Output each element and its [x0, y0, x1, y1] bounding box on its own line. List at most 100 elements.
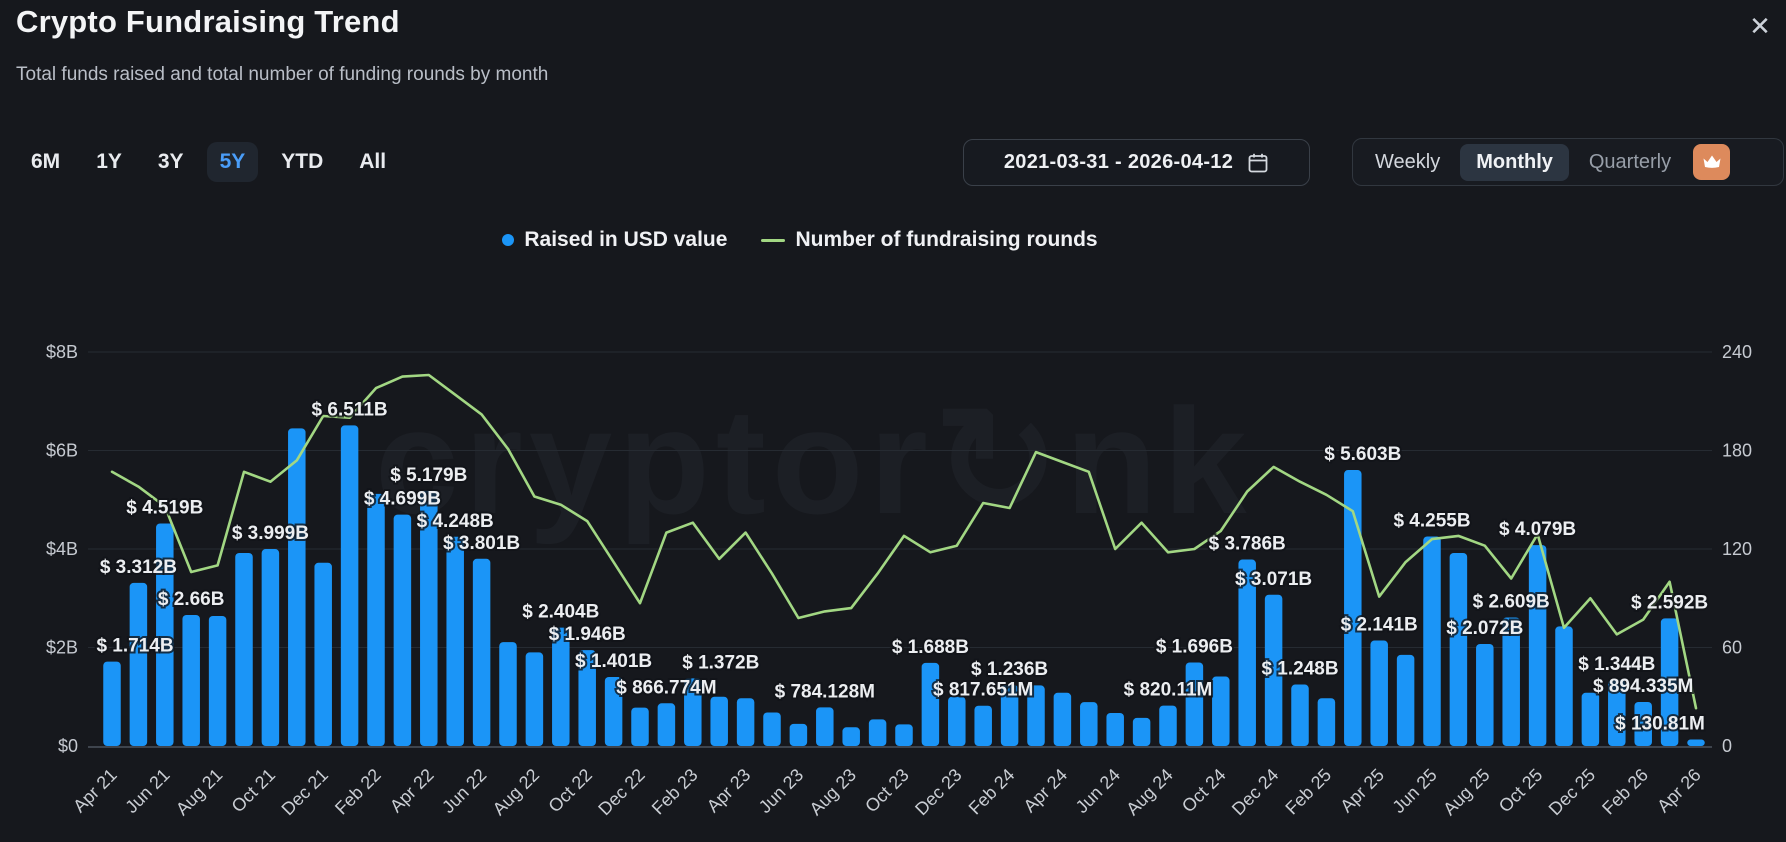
bar-jan-23[interactable]	[657, 703, 676, 746]
bar-mar-22[interactable]	[393, 514, 412, 746]
bar-nov-25[interactable]	[1555, 626, 1573, 746]
x-axis-tick: Jun 22	[438, 765, 490, 817]
bar-aug-22[interactable]	[525, 652, 544, 746]
bar-nov-22[interactable]	[604, 677, 623, 746]
bar-apr-22[interactable]	[420, 490, 438, 746]
bar-mar-24[interactable]	[1027, 685, 1045, 746]
time-range-ytd[interactable]: YTD	[281, 150, 324, 173]
date-range-picker[interactable]: 2021-03-31 - 2026-04-12	[963, 139, 1310, 186]
bar-apr-21[interactable]	[103, 661, 121, 746]
right-axis-tick: 240	[1722, 342, 1752, 362]
legend-label: Raised in USD value	[524, 228, 728, 251]
rounds-line[interactable]	[110, 373, 1698, 710]
bar-jun-21[interactable]	[156, 523, 174, 746]
bar-dec-23[interactable]	[948, 696, 966, 746]
bar-dec-21[interactable]	[314, 562, 332, 746]
bar-jan-22[interactable]	[340, 425, 359, 746]
bar-feb-24[interactable]	[1000, 685, 1019, 746]
bar-feb-22[interactable]	[367, 493, 385, 746]
premium-crown-icon[interactable]	[1693, 144, 1731, 180]
bar-feb-23[interactable]	[684, 678, 702, 746]
bar-sep-25[interactable]	[1502, 617, 1520, 746]
bar-jul-25[interactable]	[1449, 552, 1468, 746]
bar-sep-23[interactable]	[868, 719, 887, 746]
bar-apr-26[interactable]	[1687, 739, 1705, 746]
bar-may-22[interactable]	[446, 536, 464, 746]
bar-oct-25[interactable]	[1528, 545, 1547, 746]
bar-value-label: $ 817.651M	[933, 680, 1033, 701]
bar-may-21[interactable]	[129, 582, 148, 746]
bar-value-label: $ 1.236B	[971, 659, 1048, 680]
bar-aug-23[interactable]	[842, 727, 860, 746]
bar-sep-21[interactable]	[235, 552, 253, 746]
bar-jul-24[interactable]	[1132, 717, 1151, 746]
time-range-6m[interactable]: 6M	[31, 150, 61, 173]
bar-feb-26[interactable]	[1634, 701, 1652, 746]
x-axis-tick: Jun 24	[1072, 765, 1124, 817]
time-range-3y[interactable]: 3Y	[157, 150, 184, 173]
x-axis-tick: Apr 24	[1020, 765, 1072, 817]
bar-oct-21[interactable]	[261, 549, 280, 746]
bar-jul-22[interactable]	[499, 642, 517, 746]
bar-mar-25[interactable]	[1344, 470, 1362, 746]
left-axis-tick: $2B	[46, 638, 78, 658]
x-axis-tick: Aug 24	[1122, 765, 1176, 819]
bar-mar-23[interactable]	[710, 696, 728, 746]
granularity-monthly[interactable]: Monthly	[1460, 143, 1569, 181]
granularity-quarterly[interactable]: Quarterly	[1588, 150, 1672, 173]
x-axis-tick: Feb 25	[1281, 765, 1335, 819]
bar-aug-25[interactable]	[1476, 643, 1494, 746]
bar-value-label: $ 1.714B	[96, 636, 173, 657]
bar-sep-22[interactable]	[552, 627, 570, 746]
bar-jun-22[interactable]	[472, 558, 491, 746]
legend-item-raised-usd[interactable]: Raised in USD value	[502, 228, 727, 252]
bar-jan-25[interactable]	[1291, 684, 1309, 746]
bar-oct-24[interactable]	[1212, 676, 1230, 746]
bar-value-label: $ 2.592B	[1631, 592, 1708, 613]
bar-aug-21[interactable]	[208, 615, 227, 746]
bar-feb-25[interactable]	[1317, 698, 1336, 746]
x-axis-tick: Dec 25	[1545, 765, 1599, 819]
time-range-1y[interactable]: 1Y	[96, 150, 122, 173]
x-axis-tick: Jun 21	[121, 765, 173, 817]
left-axis-tick: $0	[58, 736, 78, 756]
legend-item-fundraising-rounds[interactable]: Number of fundraising rounds	[761, 228, 1098, 252]
bar-value-label: $ 1.401B	[575, 651, 652, 672]
bar-apr-23[interactable]	[736, 698, 755, 746]
bar-aug-24[interactable]	[1159, 705, 1177, 746]
time-range-all[interactable]: All	[359, 150, 387, 173]
bar-apr-25[interactable]	[1370, 640, 1388, 746]
bar-value-label: $ 5.179B	[390, 465, 467, 486]
time-range-5y[interactable]: 5Y	[206, 142, 259, 182]
close-icon[interactable]: ✕	[1742, 8, 1778, 44]
bar-dec-22[interactable]	[631, 707, 649, 746]
calendar-icon	[1248, 153, 1268, 172]
bar-may-23[interactable]	[763, 712, 781, 746]
bar-jun-23[interactable]	[789, 723, 808, 746]
bar-sep-24[interactable]	[1185, 662, 1204, 746]
bar-value-label: $ 1.372B	[682, 652, 759, 673]
bar-jan-26[interactable]	[1608, 679, 1626, 746]
bar-oct-22[interactable]	[578, 650, 596, 746]
bar-jun-25[interactable]	[1423, 536, 1441, 746]
date-range-value: 2021-03-31 - 2026-04-12	[1003, 151, 1234, 173]
bar-dec-24[interactable]	[1264, 594, 1283, 746]
bar-dec-25[interactable]	[1581, 692, 1600, 746]
bar-oct-23[interactable]	[895, 724, 913, 746]
bar-jan-24[interactable]	[974, 705, 992, 746]
bar-value-label: $ 2.404B	[522, 602, 599, 623]
bar-jul-21[interactable]	[182, 614, 200, 746]
bar-may-25[interactable]	[1396, 654, 1415, 746]
bar-mar-26[interactable]	[1660, 618, 1679, 746]
x-axis-tick: Oct 22	[544, 765, 596, 817]
bar-apr-24[interactable]	[1053, 692, 1072, 746]
bar-nov-24[interactable]	[1238, 559, 1256, 746]
bar-jun-24[interactable]	[1106, 713, 1124, 746]
granularity-weekly[interactable]: Weekly	[1375, 150, 1441, 173]
bar-nov-21[interactable]	[288, 428, 306, 746]
bar-may-24[interactable]	[1080, 702, 1098, 746]
bar-nov-23[interactable]	[921, 662, 940, 746]
bar-jul-23[interactable]	[816, 707, 834, 746]
